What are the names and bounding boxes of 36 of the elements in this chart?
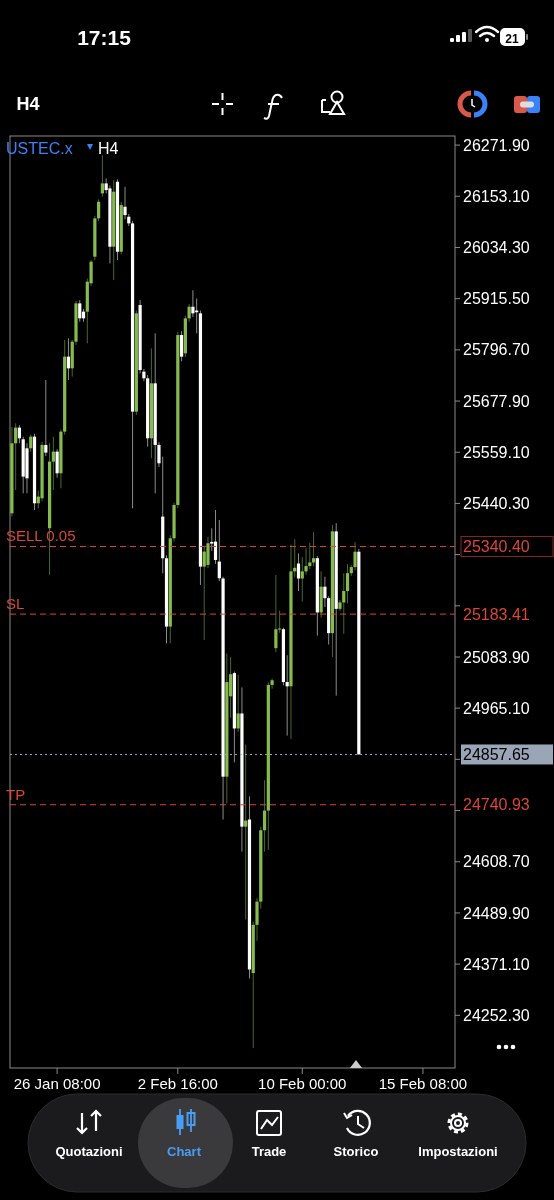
text: Storico xyxy=(333,1144,379,1159)
y-tick-label: 26034.30 xyxy=(463,239,530,257)
ref-line-label: SELL 0.05 xyxy=(6,527,76,545)
ref-line-label: TP xyxy=(6,785,26,803)
text: 25340.40 xyxy=(463,538,530,556)
y-tick-label: 25915.50 xyxy=(463,290,530,308)
y-tick-label: 25796.70 xyxy=(463,341,530,359)
chart-subtitle: H4 xyxy=(98,140,119,157)
y-tick-label: 25677.90 xyxy=(463,392,530,410)
y-tick-label: 24608.70 xyxy=(463,853,530,871)
y-tick-label: 24252.30 xyxy=(463,1006,530,1024)
y-tick-label: 25083.90 xyxy=(463,648,530,666)
x-tick-label: 10 Feb 00:00 xyxy=(258,1075,347,1092)
text: H4 xyxy=(16,94,40,114)
text: Trade xyxy=(251,1144,287,1159)
y-tick-label: 25440.30 xyxy=(463,495,530,513)
y-tick-label: 24371.10 xyxy=(463,955,530,973)
x-tick-label: 2 Feb 16:00 xyxy=(137,1075,218,1092)
y-tick-label: 24489.90 xyxy=(463,904,530,922)
x-tick-label: 15 Feb 08:00 xyxy=(378,1075,468,1092)
text: 21 xyxy=(505,32,519,46)
text: 24857.65 xyxy=(463,746,530,764)
chart-title: USTEC.x xyxy=(6,140,73,157)
text: Impostazioni xyxy=(418,1144,498,1159)
text: 25183.41 xyxy=(463,605,530,623)
text: Quotazioni xyxy=(55,1144,123,1159)
text: 17:15 xyxy=(77,26,132,49)
x-tick-label: 26 Jan 08:00 xyxy=(13,1075,101,1092)
y-tick-label: 26271.90 xyxy=(463,136,530,154)
y-tick-label: 24965.10 xyxy=(463,699,530,717)
ref-line-label: SL xyxy=(6,595,25,613)
candlestick xyxy=(270,677,274,690)
y-tick-label: 26153.10 xyxy=(463,187,530,205)
y-tick-label: 25559.10 xyxy=(463,443,530,461)
text: 24740.93 xyxy=(463,796,530,814)
text: Chart xyxy=(167,1144,202,1159)
